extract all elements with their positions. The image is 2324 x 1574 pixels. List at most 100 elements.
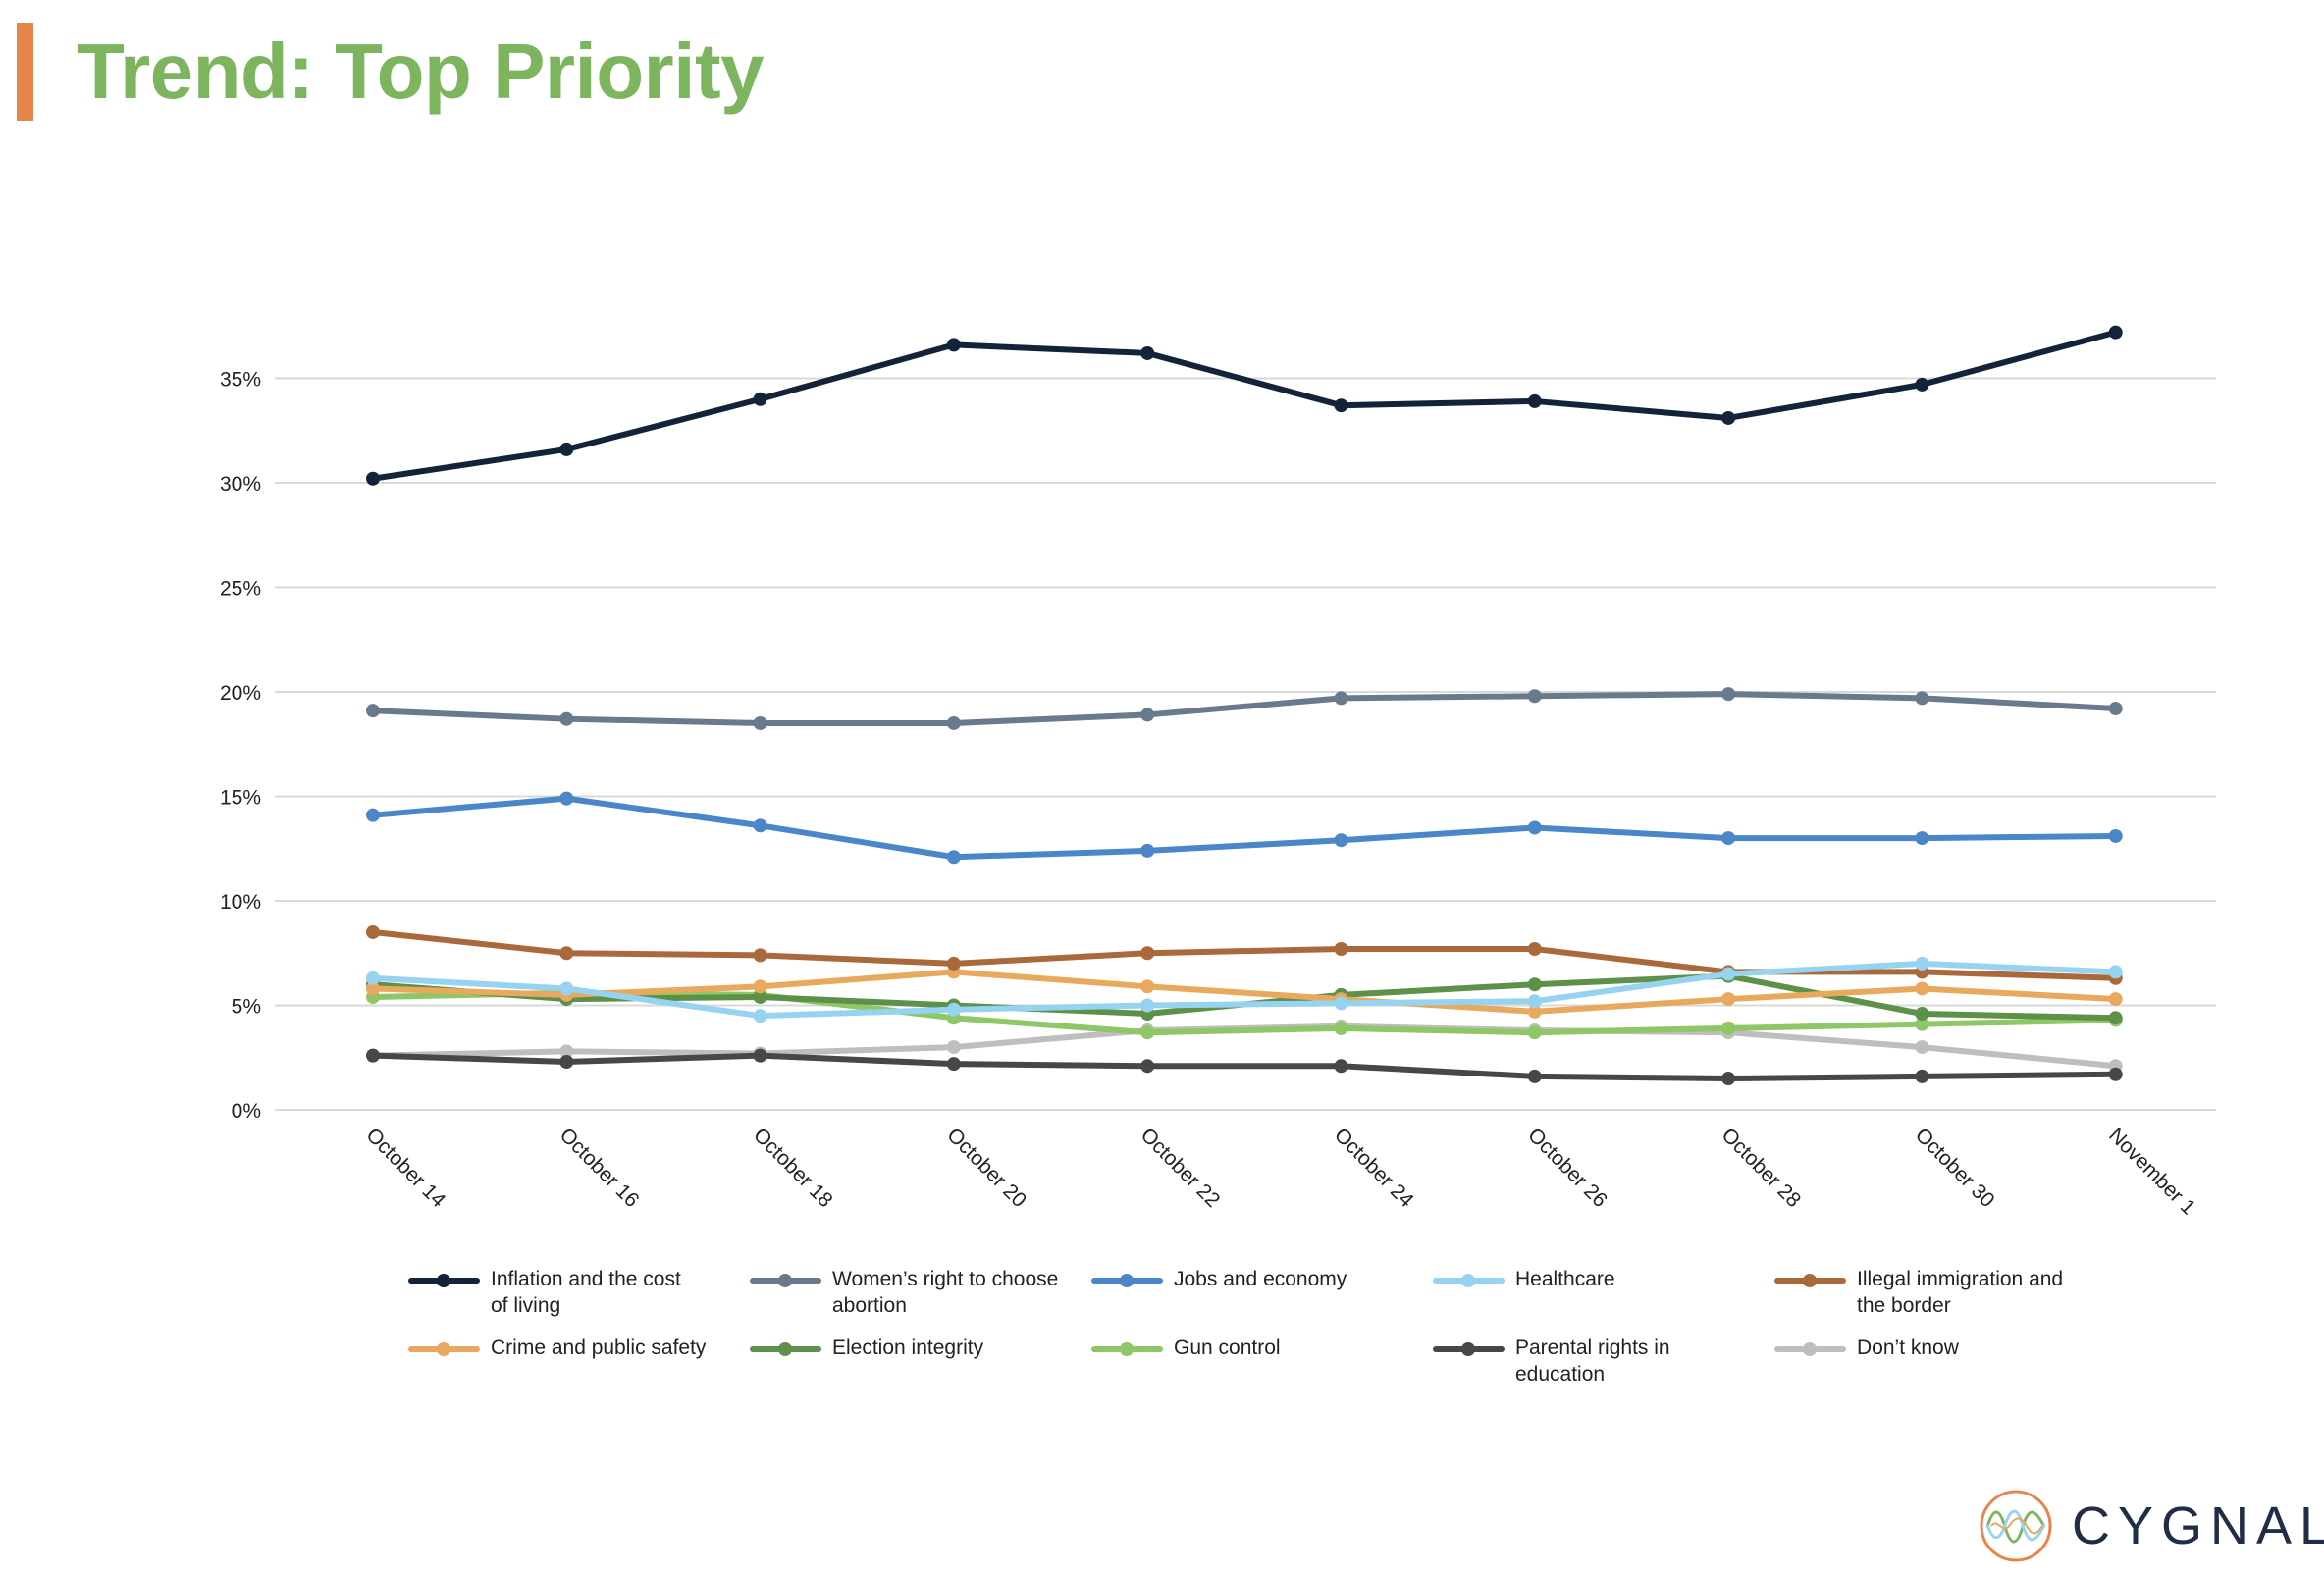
data-point xyxy=(1334,691,1348,706)
data-point xyxy=(1915,1007,1929,1022)
data-point xyxy=(1527,394,1542,408)
data-point xyxy=(1915,1040,1929,1055)
data-point xyxy=(946,1040,961,1055)
x-tick-label: October 30 xyxy=(1911,1124,1999,1212)
legend-swatch xyxy=(750,1342,821,1356)
data-point xyxy=(1527,1069,1542,1083)
data-point xyxy=(753,818,767,833)
legend-label-line: Don’t know xyxy=(1857,1337,1959,1359)
series-group xyxy=(366,965,2123,1019)
data-point xyxy=(753,715,767,730)
data-point xyxy=(1140,345,1155,360)
data-point xyxy=(1140,998,1155,1013)
legend-label-line: the border xyxy=(1857,1294,1951,1317)
legend-item: Women’s right to choose abortion xyxy=(749,1266,1090,1319)
data-point xyxy=(1334,1021,1348,1035)
legend-label-line: Women’s right to choose xyxy=(832,1268,1059,1290)
data-point xyxy=(1721,410,1736,425)
x-tick-label: October 16 xyxy=(555,1124,644,1212)
legend-label-line: Illegal immigration and xyxy=(1857,1268,2064,1290)
x-tick-label: October 20 xyxy=(942,1124,1030,1212)
data-point xyxy=(1140,1059,1155,1074)
data-point xyxy=(753,989,767,1004)
data-point xyxy=(2108,1067,2123,1081)
legend-label-line: Parental rights in xyxy=(1515,1337,1670,1359)
legend-label-line: Inflation and the cost xyxy=(491,1268,681,1290)
data-point xyxy=(1527,689,1542,704)
legend-label: Gun control xyxy=(1174,1335,1414,1361)
legend-item: Crime and public safety xyxy=(407,1335,749,1388)
data-point xyxy=(1140,979,1155,994)
x-tick-label: November 1 xyxy=(2104,1124,2199,1219)
data-point xyxy=(946,1002,961,1017)
legend-swatch xyxy=(1433,1274,1505,1287)
series-group xyxy=(366,687,2123,730)
y-tick-label: 10% xyxy=(220,891,261,914)
series-group xyxy=(366,956,2123,1023)
data-point xyxy=(1334,941,1348,956)
legend-label: Women’s right to choose abortion xyxy=(832,1266,1073,1319)
legend-label-line: abortion xyxy=(832,1294,907,1317)
series-group xyxy=(366,924,2123,985)
legend-label: Jobs and economy xyxy=(1174,1266,1414,1292)
data-point xyxy=(753,948,767,963)
data-point xyxy=(753,1048,767,1063)
y-tick-label: 5% xyxy=(232,996,261,1019)
data-point xyxy=(1527,994,1542,1009)
legend-label: Healthcare xyxy=(1515,1266,1756,1292)
x-tick-label: October 26 xyxy=(1523,1124,1611,1212)
legend-label: Crime and public safety xyxy=(491,1335,731,1361)
data-point xyxy=(559,981,574,996)
x-tick-label: October 28 xyxy=(1717,1124,1806,1212)
legend-item: Healthcare xyxy=(1432,1266,1773,1319)
data-point xyxy=(2108,325,2123,340)
data-point xyxy=(1721,687,1736,702)
data-point xyxy=(1721,992,1736,1007)
data-point xyxy=(946,850,961,865)
legend-label-line: Healthcare xyxy=(1515,1268,1615,1290)
data-point xyxy=(2108,992,2123,1007)
page-title: Trend: Top Priority xyxy=(77,27,765,115)
data-point xyxy=(1527,941,1542,956)
chart-series xyxy=(366,325,2123,1086)
y-tick-label: 35% xyxy=(220,369,261,392)
data-point xyxy=(559,1044,574,1059)
legend-item: Gun control xyxy=(1090,1335,1432,1388)
series-group xyxy=(366,1048,2123,1086)
data-point xyxy=(946,956,961,971)
data-point xyxy=(366,924,380,939)
series-line xyxy=(370,691,2119,726)
chart-legend: Inflation and the cost of living Women’s r… xyxy=(407,1266,2154,1388)
legend-item: Jobs and economy xyxy=(1090,1266,1432,1319)
data-point xyxy=(1527,1004,1542,1019)
data-point xyxy=(753,1009,767,1023)
data-point xyxy=(1915,956,1929,971)
legend-label: Inflation and the cost of living xyxy=(491,1266,731,1319)
series-line xyxy=(370,969,2119,1015)
data-point xyxy=(1334,996,1348,1011)
data-point xyxy=(1140,843,1155,858)
data-point xyxy=(366,971,380,985)
x-tick-label: October 14 xyxy=(361,1124,449,1212)
legend-label: Election integrity xyxy=(832,1335,1073,1361)
legend-item: Inflation and the cost of living xyxy=(407,1266,749,1319)
series-group xyxy=(366,325,2123,486)
data-point xyxy=(366,1048,380,1063)
data-point xyxy=(366,808,380,822)
data-point xyxy=(1915,377,1929,392)
legend-label-line: Jobs and economy xyxy=(1174,1268,1347,1290)
legend-swatch xyxy=(1774,1342,1846,1356)
y-tick-label: 20% xyxy=(220,682,261,705)
data-point xyxy=(946,338,961,352)
data-point xyxy=(753,979,767,994)
data-point xyxy=(366,981,380,996)
series-line xyxy=(370,329,2119,482)
data-point xyxy=(559,711,574,726)
data-point xyxy=(1721,1021,1736,1035)
legend-item: Election integrity xyxy=(749,1335,1090,1388)
legend-label-line: of living xyxy=(491,1294,561,1317)
legend-swatch xyxy=(750,1274,821,1287)
legend-swatch xyxy=(1091,1274,1163,1287)
data-point xyxy=(366,471,380,486)
